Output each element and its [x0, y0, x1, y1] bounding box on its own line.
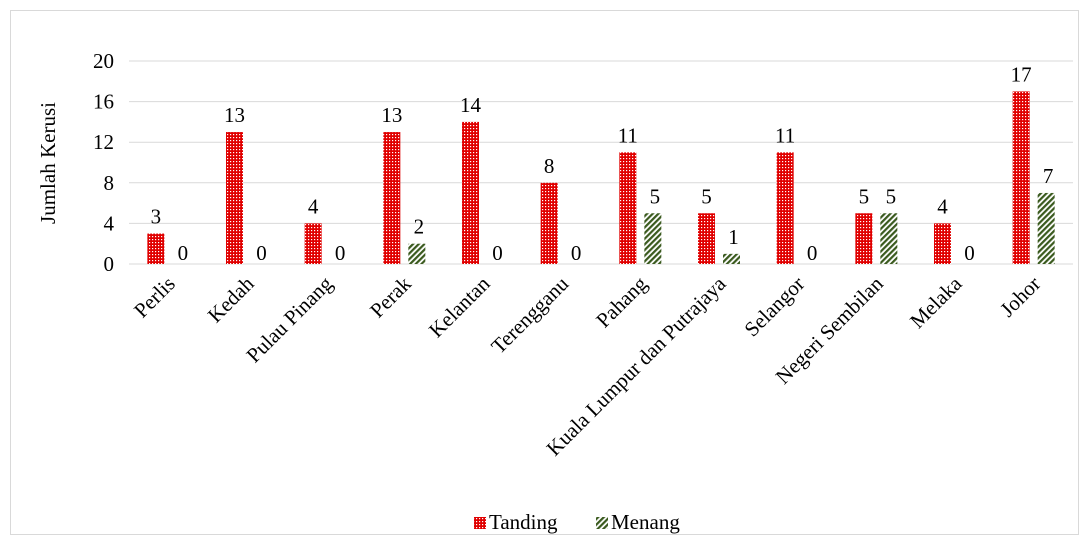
y-tick-label: 8: [104, 171, 115, 195]
data-label: 5: [650, 184, 661, 208]
legend-swatch-tanding: [474, 517, 486, 529]
data-label: 5: [886, 184, 897, 208]
chart-frame: 0 4 8 12 16 20 Jumlah Kerusi 3 0 13 0 4 0 13 2 14 0 8 0 1…: [10, 10, 1079, 535]
bar-tanding: [1012, 91, 1030, 264]
data-label: 2: [414, 215, 425, 239]
x-tick-label: Perlis: [129, 272, 180, 323]
bar-tanding: [383, 132, 401, 264]
data-label: 14: [460, 93, 482, 117]
bar-tanding: [226, 132, 243, 264]
x-tick-label: Melaka: [905, 271, 967, 333]
x-tick-label: Pulau Pinang: [241, 271, 337, 367]
data-label: 4: [308, 194, 319, 218]
data-label: 8: [544, 154, 555, 178]
bar-menang: [1037, 192, 1055, 264]
bar-tanding: [147, 233, 165, 264]
bar-tanding: [462, 121, 479, 265]
data-label: 3: [151, 205, 162, 229]
bar-menang: [880, 213, 898, 264]
gridlines: [129, 60, 1073, 265]
y-tick-label: 20: [93, 49, 114, 73]
data-label: 17: [1011, 62, 1032, 86]
legend-label: Tanding: [489, 510, 558, 534]
y-tick-label: 4: [104, 211, 115, 235]
bar-tanding: [776, 152, 794, 264]
data-label: 11: [618, 123, 638, 147]
bars: [147, 91, 1055, 265]
x-tick-label: Terengganu: [486, 271, 573, 358]
legend-swatch-menang: [596, 517, 608, 529]
data-label: 11: [775, 123, 795, 147]
y-tick-label: 12: [93, 130, 114, 154]
data-label: 0: [492, 241, 503, 265]
data-label: 0: [178, 241, 189, 265]
data-label: 0: [256, 241, 267, 265]
bar-menang: [408, 243, 426, 264]
x-tick-label: Pahang: [591, 271, 652, 332]
y-axis-label: Jumlah Kerusi: [36, 102, 60, 224]
data-label: 4: [937, 194, 948, 218]
bar-menang: [723, 253, 740, 264]
x-tick-label: Kelantan: [424, 271, 495, 342]
y-axis-ticks: 0 4 8 12 16 20: [93, 49, 115, 276]
data-label: 13: [224, 103, 245, 127]
data-label: 7: [1043, 164, 1054, 188]
x-tick-label: Johor: [995, 272, 1045, 322]
data-label: 0: [571, 241, 582, 265]
y-tick-label: 16: [93, 90, 114, 114]
legend-label: Menang: [611, 510, 680, 534]
bar-tanding: [540, 182, 558, 264]
data-label: 5: [701, 184, 712, 208]
bar-menang: [644, 213, 662, 264]
x-tick-label: Kedah: [203, 271, 259, 327]
bar-tanding: [698, 213, 715, 264]
data-label: 0: [335, 241, 346, 265]
y-tick-label: 0: [104, 252, 115, 276]
data-label: 13: [381, 103, 402, 127]
bar-tanding: [855, 213, 873, 264]
bar-tanding: [304, 223, 322, 264]
data-label: 1: [728, 225, 739, 249]
legend: Tanding Menang: [474, 510, 680, 534]
bar-tanding: [619, 152, 637, 264]
x-tick-label: Selangor: [739, 272, 809, 342]
x-tick-label: Perak: [365, 271, 416, 322]
data-label: 0: [807, 241, 818, 265]
bar-tanding: [934, 223, 951, 264]
data-label: 0: [964, 241, 975, 265]
data-label: 5: [859, 184, 870, 208]
